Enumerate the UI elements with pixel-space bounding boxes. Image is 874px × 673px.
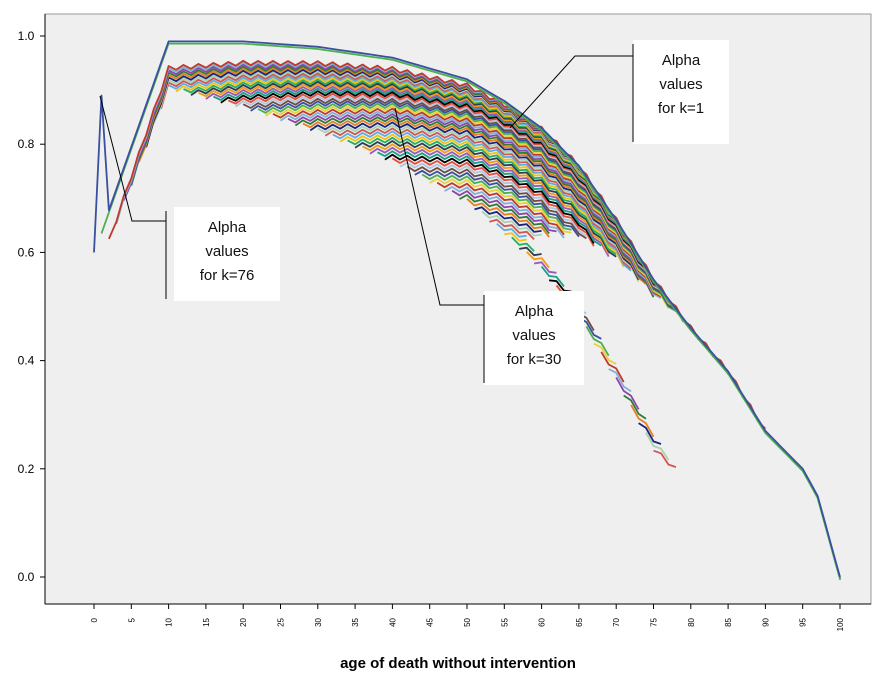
series-line-k40 — [384, 153, 595, 244]
x-tick-label: 30 — [314, 617, 323, 626]
series-line-k60 — [533, 261, 557, 274]
series-line-k70 — [608, 368, 632, 393]
x-tick-label: 90 — [761, 617, 770, 626]
annotation-text: Alpha — [662, 52, 701, 69]
y-tick-label: 0.0 — [18, 570, 35, 584]
annotation-leader-line — [394, 107, 484, 306]
series-line-k42 — [399, 161, 587, 237]
y-tick-label: 1.0 — [18, 29, 35, 43]
x-tick-label: 95 — [799, 617, 808, 626]
series-line-k71 — [615, 376, 640, 410]
series-line-k49 — [451, 189, 557, 233]
series-line-k54 — [489, 218, 535, 241]
series-line-k32 — [324, 127, 632, 270]
y-tick-label: 0.8 — [18, 137, 35, 151]
annotation-text: values — [659, 76, 702, 93]
series-line-k20 — [235, 95, 685, 322]
series-line-k72 — [623, 394, 647, 420]
annotation-text: values — [205, 243, 248, 260]
series-line-k48 — [444, 185, 565, 239]
series-line-k67 — [585, 326, 610, 357]
annotation-text: for k=30 — [507, 351, 562, 368]
x-tick-label: 80 — [687, 617, 696, 626]
annotation-box — [633, 40, 729, 144]
series-line-k25 — [272, 107, 662, 298]
x-tick-label: 60 — [538, 617, 547, 626]
series-line-k35 — [347, 136, 617, 256]
x-tick-label: 40 — [388, 617, 397, 626]
x-tick-label: 65 — [575, 617, 584, 626]
series-line-k69 — [600, 351, 625, 383]
series-line-k36 — [354, 140, 617, 258]
series-line-k38 — [369, 146, 610, 258]
y-tick-label: 0.4 — [18, 354, 35, 368]
series-line-k47 — [436, 181, 565, 236]
series-line-k28 — [294, 115, 655, 298]
series-line-k43 — [406, 165, 587, 240]
x-tick-label: 45 — [426, 617, 435, 626]
x-tick-label: 15 — [202, 617, 211, 626]
series-line-k33 — [332, 130, 632, 272]
x-axis-title: age of death without intervention — [340, 655, 576, 672]
annotation-leader-line — [99, 95, 166, 222]
x-tick-label: 35 — [351, 617, 360, 626]
x-tick-label: 20 — [239, 617, 248, 626]
series-line-k19 — [227, 92, 692, 327]
series-line-k58 — [519, 246, 542, 257]
series-line-k31 — [317, 124, 640, 283]
series-line-k50 — [459, 194, 550, 235]
series-line-k51 — [466, 198, 550, 238]
annotation-leader-line — [509, 55, 633, 129]
series-line-k52 — [474, 206, 542, 233]
series-layer — [93, 40, 841, 581]
series-line-k2 — [100, 42, 841, 581]
series-line-k53 — [481, 210, 542, 237]
series-line-k46 — [429, 177, 572, 234]
series-line-k61 — [540, 265, 565, 288]
y-tick-label: 0.2 — [18, 462, 35, 476]
x-tick-label: 75 — [650, 617, 659, 626]
x-tick-label: 10 — [165, 617, 174, 626]
series-line-k55 — [496, 223, 527, 238]
x-tick-label: 55 — [500, 617, 509, 626]
annotation-text: for k=76 — [200, 267, 255, 284]
series-line-k68 — [593, 342, 617, 365]
series-line-k44 — [414, 169, 580, 238]
series-line-k57 — [511, 236, 535, 252]
series-line-k41 — [391, 157, 595, 247]
annotation-box — [174, 207, 280, 301]
x-tick-label: 25 — [277, 617, 286, 626]
x-tick-label: 100 — [836, 617, 845, 631]
series-line-k39 — [377, 150, 602, 247]
series-line-k76 — [653, 449, 677, 468]
x-tick-label: 0 — [90, 617, 99, 622]
x-tick-label: 50 — [463, 617, 472, 626]
axes-layer: 0.0 0.2 0.4 0.6 0.8 1.0 0 5 10 15 20 25 30 35 40 45 50 55… — [18, 14, 871, 631]
series-line-k56 — [504, 232, 527, 242]
annotation-text: values — [512, 327, 555, 344]
annotations: Alpha values for k=1 Alpha values for k=76 Alp… — [99, 40, 729, 385]
annotation-text: Alpha — [208, 219, 247, 236]
y-tick-label: 0.6 — [18, 245, 35, 259]
x-tick-label: 5 — [127, 617, 136, 622]
series-line-k30 — [309, 121, 640, 281]
annotation-text: Alpha — [515, 303, 554, 320]
series-line-k29 — [302, 118, 647, 285]
annotation-box — [484, 291, 584, 385]
x-tick-label: 70 — [612, 617, 621, 626]
series-line-k74 — [638, 422, 662, 445]
series-line-k59 — [526, 251, 550, 269]
series-line-k1 — [93, 40, 841, 578]
series-line-k34 — [339, 133, 625, 268]
series-line-k75 — [645, 432, 670, 461]
series-line-k73 — [630, 404, 655, 438]
x-tick-label: 85 — [724, 617, 733, 626]
series-line-k26 — [279, 110, 662, 299]
series-line-k21 — [242, 97, 685, 323]
annotation-text: for k=1 — [658, 100, 704, 117]
series-line-k45 — [421, 173, 572, 231]
